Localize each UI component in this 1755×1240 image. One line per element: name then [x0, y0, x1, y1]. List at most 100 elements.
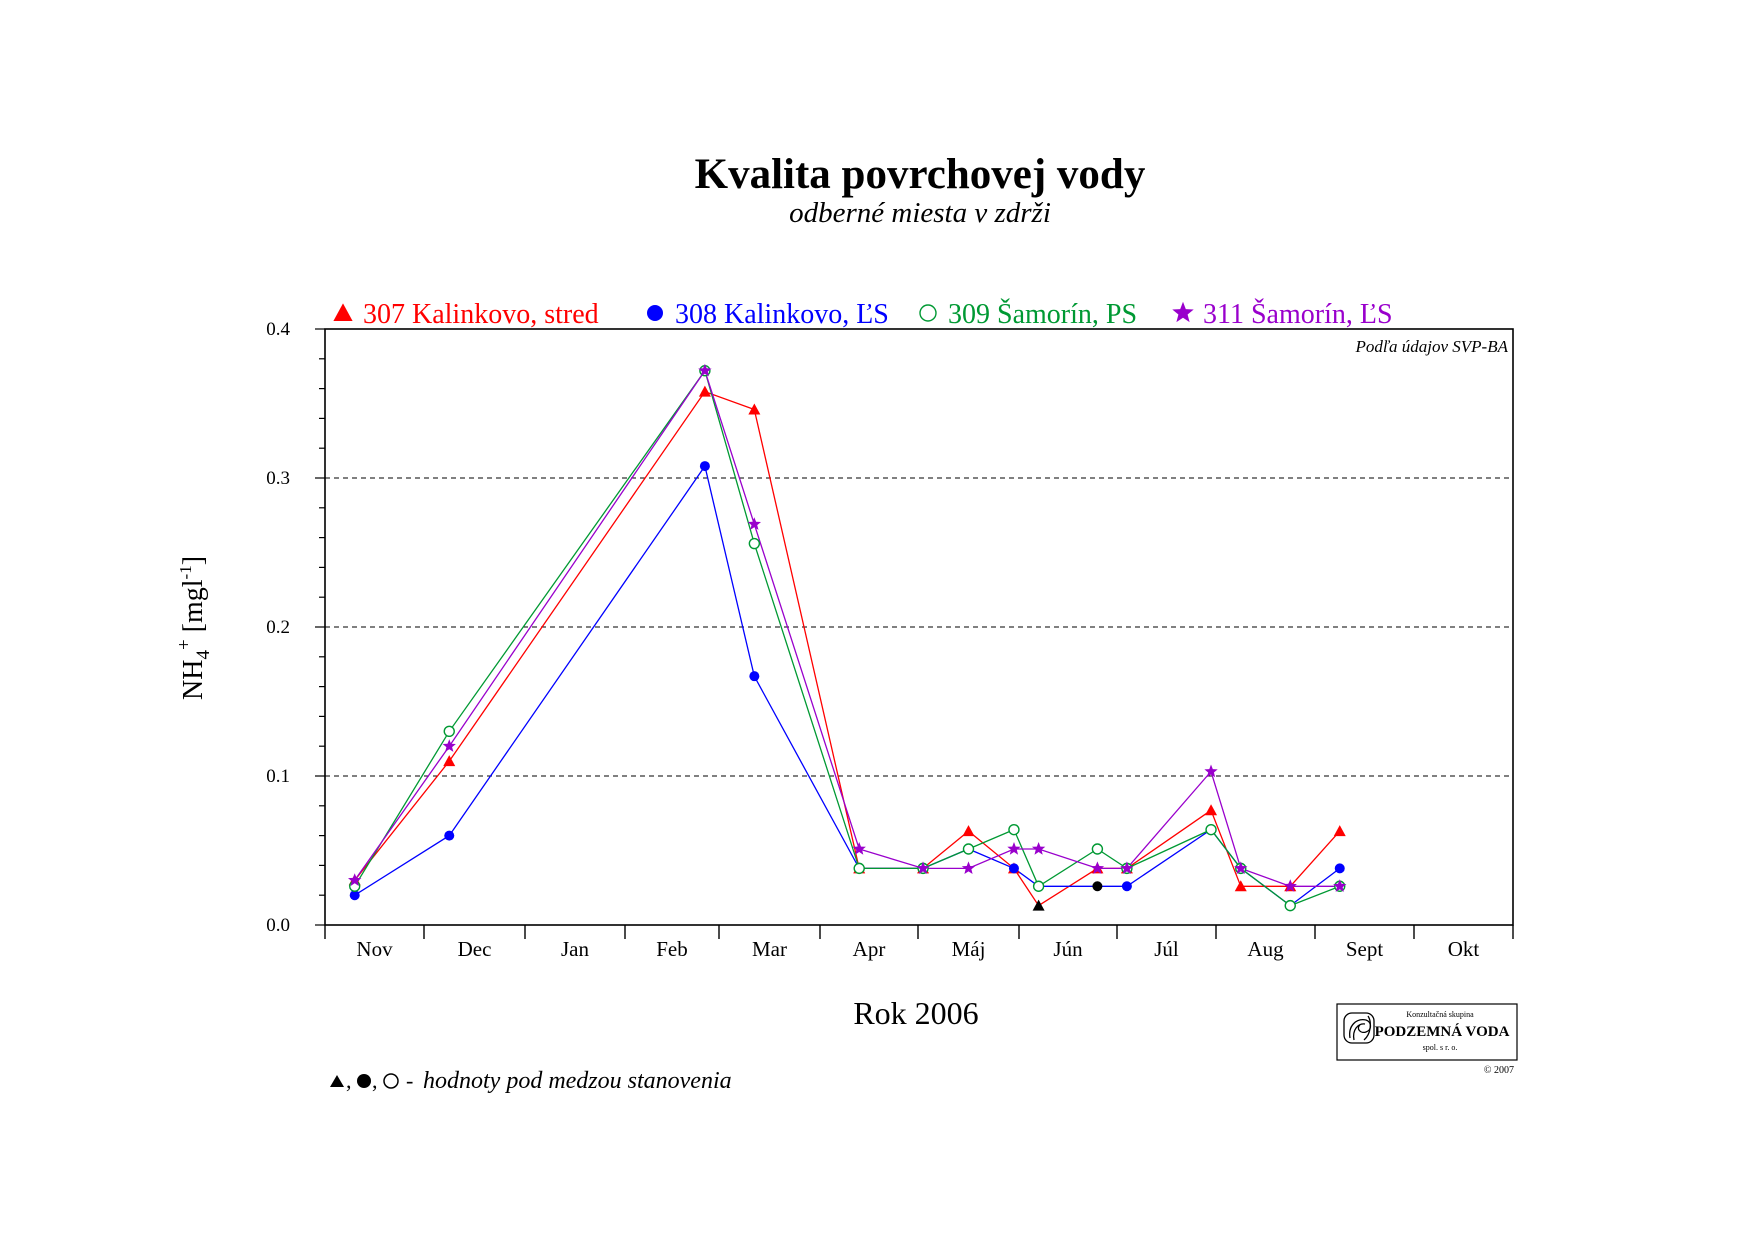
data-point-circle [349, 890, 360, 901]
source-note: Podľa údajov SVP-BA [1354, 337, 1508, 356]
legend: 307 Kalinkovo, stred 308 Kalinkovo, ĽS 309… [333, 299, 1393, 330]
data-point-star [1120, 861, 1134, 874]
x-tick-label: Júl [1154, 937, 1179, 961]
x-tick-label: Jan [561, 937, 589, 961]
data-point-triangle [1032, 899, 1045, 911]
legend-item: 307 Kalinkovo, stred [333, 299, 599, 330]
data-point-triangle [748, 403, 761, 415]
data-point-star [1090, 861, 1105, 874]
data-point-triangle [333, 303, 353, 321]
data-point-open-circle [1284, 899, 1296, 912]
series-markers [349, 461, 1345, 911]
data-point-triangle [698, 385, 711, 397]
data-point-star [698, 363, 712, 377]
x-tick-label: Mar [752, 937, 787, 961]
data-point-open-circle [1008, 823, 1020, 836]
data-point-triangle [1333, 825, 1346, 837]
y-tick-label: 0.4 [266, 319, 290, 340]
series-line [354, 390, 1341, 907]
data-point-circle [647, 305, 663, 321]
x-axis-label: Rok 2006 [853, 995, 978, 1031]
logo-main-text: PODZEMNÁ VODA [1375, 1023, 1510, 1040]
y-tick-label: 0.3 [266, 468, 290, 489]
y-axis-label: NH4+ [mgl-1] [174, 556, 214, 700]
logo-emblem-icon [1343, 1012, 1375, 1044]
black-triangle-icon [330, 1075, 344, 1087]
series-group [354, 390, 1341, 907]
data-point-star [442, 739, 456, 752]
series-group [354, 464, 1341, 907]
series-line [354, 464, 1341, 907]
series-markers [348, 363, 1347, 892]
data-point-circle [699, 461, 710, 472]
data-point-open-circle [1032, 880, 1045, 892]
data-point-circle [1008, 863, 1019, 874]
data-point-star [747, 517, 761, 530]
footnote-dash: - [406, 1068, 413, 1093]
y-tick-label: 0.1 [266, 766, 290, 787]
x-tick-label: Sept [1346, 937, 1384, 961]
data-point-circle [1092, 881, 1103, 892]
logo-sub-text: spol. s r. o. [1423, 1043, 1458, 1052]
black-circle-icon [357, 1074, 371, 1088]
series-markers [349, 365, 1346, 912]
x-tick-label: Máj [952, 937, 986, 961]
data-point-circle [444, 830, 455, 841]
chart-title: Kvalita povrchovej vody [695, 151, 1146, 198]
data-point-star [1333, 879, 1347, 892]
legend-item: 308 Kalinkovo, ĽS [647, 299, 889, 330]
footnote-text: hodnoty pod medzou stanovenia [423, 1068, 732, 1094]
x-tick-label: Aug [1247, 937, 1284, 961]
data-point-star [1172, 301, 1194, 323]
data-point-star [1234, 861, 1248, 874]
x-tick-label: Nov [356, 937, 393, 961]
y-tick-label: 0.0 [266, 915, 290, 936]
x-tick-label: Jún [1053, 937, 1083, 961]
footnote-comma: , [346, 1068, 352, 1093]
company-logo: Konzultačná skupina PODZEMNÁ VODA spol. … [1336, 1003, 1518, 1076]
grid-lines [325, 477, 1513, 777]
chart-subtitle: odberné miesta v zdrži [789, 197, 1051, 229]
data-point-open-circle [443, 725, 455, 737]
open-circle-icon [383, 1073, 399, 1089]
legend-item: 309 Šamorín, PS [919, 299, 1137, 330]
data-point-triangle [1205, 804, 1218, 816]
y-tick-label: 0.2 [266, 617, 290, 638]
footnote-comma: , [372, 1068, 378, 1093]
logo-top-text: Konzultačná skupina [1406, 1010, 1474, 1019]
data-point-star [852, 842, 866, 855]
series-line [354, 369, 1341, 907]
series-group [354, 369, 1341, 907]
series-group [354, 369, 1340, 887]
x-tick-label: Apr [853, 937, 886, 961]
data-point-open-circle [962, 843, 975, 855]
data-point-circle [749, 671, 760, 682]
data-point-open-circle [919, 304, 937, 322]
data-point-circle [1334, 863, 1345, 874]
data-point-triangle [1234, 880, 1247, 892]
data-point-star [1283, 879, 1297, 892]
series-line [354, 369, 1340, 887]
data-point-star [1204, 764, 1218, 778]
data-point-star [961, 861, 976, 874]
legend-item: 311 Šamorín, ĽS [1172, 299, 1393, 330]
data-point-open-circle [748, 537, 761, 550]
y-axis: 0.0 0.1 0.2 0.3 0.4 [266, 319, 325, 936]
data-point-star [916, 861, 930, 874]
x-tick-label: Feb [656, 937, 688, 961]
legend-label: 307 Kalinkovo, stred [363, 299, 599, 330]
legend-label: 309 Šamorín, PS [948, 299, 1137, 330]
legend-label: 311 Šamorín, ĽS [1203, 299, 1393, 330]
data-point-star [348, 873, 362, 886]
data-point-circle [1121, 881, 1132, 892]
data-point-star [1031, 842, 1046, 855]
legend-label: 308 Kalinkovo, ĽS [675, 299, 889, 330]
logo-copyright: © 2007 [1484, 1065, 1514, 1076]
data-point-star [1007, 842, 1021, 855]
x-axis: Nov Dec Jan Feb Mar Apr Máj Jún Júl Aug Sept Okt [324, 925, 1514, 961]
data-point-open-circle [1091, 843, 1104, 855]
footnote: , , - hodnoty pod medzou stanovenia [330, 1068, 732, 1094]
data-point-open-circle [1205, 823, 1217, 836]
data-point-triangle [962, 825, 975, 837]
